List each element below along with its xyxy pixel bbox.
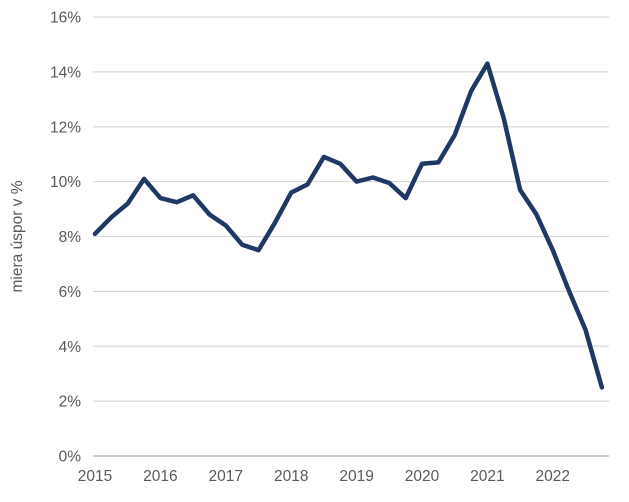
y-axis-title: miera úspor v % bbox=[9, 180, 26, 292]
y-tick-label: 6% bbox=[59, 284, 82, 301]
x-tick-label: 2020 bbox=[405, 468, 440, 485]
x-tick-label: 2019 bbox=[339, 468, 373, 485]
x-tick-label: 2022 bbox=[536, 468, 570, 485]
series-group bbox=[92, 61, 605, 390]
y-axis-labels: 0% 2% 4% 6% 8% 10% 12% 14% 16% bbox=[50, 10, 81, 466]
y-tick-label: 8% bbox=[59, 229, 82, 246]
y-tick-label: 12% bbox=[50, 119, 81, 136]
x-tick-label: 2015 bbox=[78, 468, 112, 485]
x-tick-label: 2017 bbox=[209, 468, 243, 485]
x-tick-label: 2021 bbox=[470, 468, 504, 485]
y-tick-label: 0% bbox=[59, 449, 82, 466]
y-tick-label: 2% bbox=[59, 394, 82, 411]
x-tick-label: 2018 bbox=[274, 468, 308, 485]
y-tick-label: 4% bbox=[59, 339, 82, 356]
y-tick-label: 10% bbox=[50, 174, 81, 191]
y-tick-label: 14% bbox=[50, 64, 81, 81]
gridlines bbox=[93, 16, 609, 457]
x-axis-labels: 2015 2016 2017 2018 2019 2020 2021 2022 bbox=[78, 468, 570, 485]
y-tick-label: 16% bbox=[50, 10, 81, 27]
x-tick-label: 2016 bbox=[143, 468, 177, 485]
series-line-savings-rate bbox=[92, 61, 605, 390]
